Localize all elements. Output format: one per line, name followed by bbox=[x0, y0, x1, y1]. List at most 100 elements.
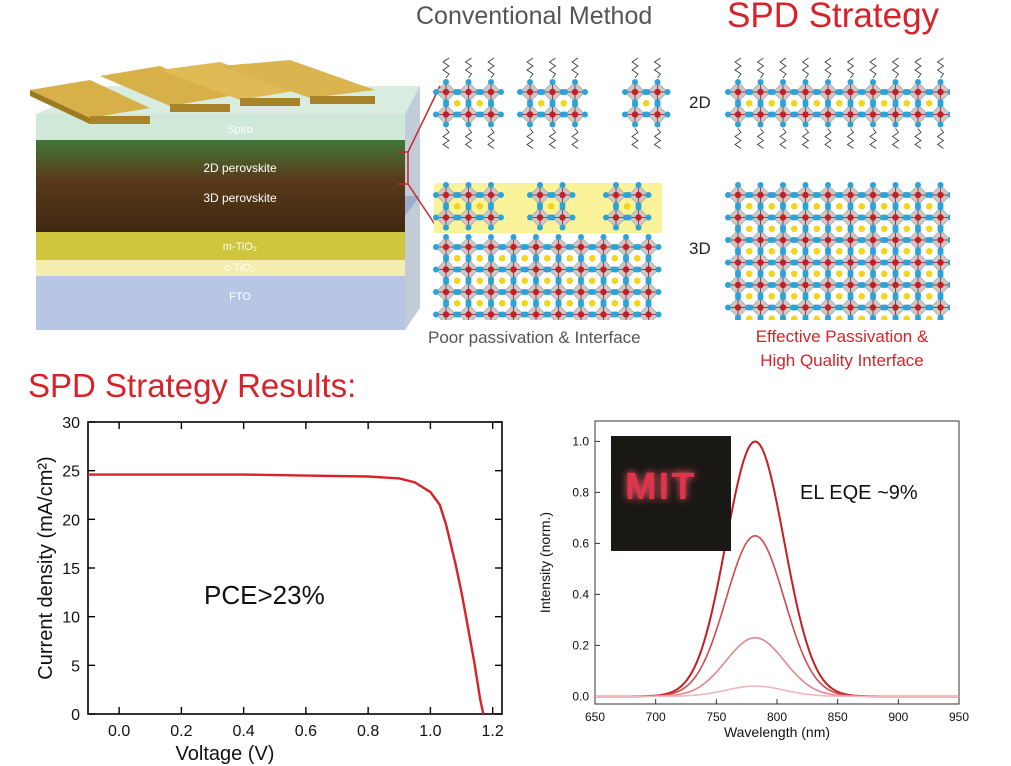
metal-atom bbox=[824, 281, 832, 289]
cation-atom bbox=[813, 270, 821, 278]
halide-atom bbox=[465, 204, 472, 211]
organic-ligand bbox=[824, 128, 832, 149]
halide-atom bbox=[802, 317, 809, 320]
halide-atom bbox=[569, 214, 576, 221]
metal-atom bbox=[532, 243, 540, 251]
metal-atom bbox=[757, 111, 764, 118]
halide-atom bbox=[622, 89, 628, 95]
x-tick-label: 0.6 bbox=[295, 723, 317, 740]
cation-atom bbox=[903, 99, 911, 107]
cation-atom bbox=[560, 99, 568, 107]
halide-atom bbox=[635, 289, 642, 295]
halide-atom bbox=[488, 121, 494, 128]
halide-atom bbox=[757, 121, 764, 128]
cation-atom bbox=[543, 299, 551, 307]
metal-atom bbox=[571, 111, 579, 118]
halide-atom bbox=[645, 234, 652, 240]
halide-atom bbox=[837, 192, 844, 198]
metal-atom bbox=[549, 88, 556, 96]
halide-atom bbox=[905, 237, 911, 243]
metal-atom bbox=[510, 288, 517, 296]
y-tick-label: 15 bbox=[62, 561, 80, 578]
metal-atom bbox=[635, 191, 642, 199]
metal-atom bbox=[510, 243, 517, 251]
metal-atom bbox=[734, 281, 742, 289]
halide-atom bbox=[465, 279, 472, 285]
cation-atom bbox=[521, 254, 529, 262]
metal-atom bbox=[536, 191, 544, 199]
halide-atom bbox=[757, 249, 764, 256]
halide-atom bbox=[892, 182, 899, 188]
halide-atom bbox=[780, 79, 786, 85]
halide-atom bbox=[802, 101, 809, 108]
halide-atom bbox=[465, 224, 472, 231]
metal-atom bbox=[442, 311, 450, 318]
metal-atom bbox=[526, 111, 534, 118]
halide-atom bbox=[735, 272, 741, 278]
halide-atom bbox=[539, 89, 546, 95]
metal-atom bbox=[622, 288, 630, 296]
cation-atom bbox=[642, 99, 650, 107]
metal-atom bbox=[869, 214, 877, 221]
halide-atom bbox=[549, 101, 556, 108]
halide-atom bbox=[947, 192, 950, 198]
metal-atom bbox=[779, 236, 787, 244]
organic-ligand bbox=[653, 57, 662, 79]
halide-atom bbox=[927, 192, 934, 198]
x-tick-label: 0.4 bbox=[233, 723, 255, 740]
halide-atom bbox=[569, 192, 576, 198]
halide-atom bbox=[825, 79, 831, 85]
crystal-structures bbox=[433, 57, 950, 320]
metal-atom bbox=[779, 111, 787, 118]
cation-atom bbox=[633, 254, 641, 262]
organic-ligand bbox=[914, 57, 922, 79]
halide-atom bbox=[870, 294, 876, 301]
metal-atom bbox=[914, 88, 922, 96]
halide-atom bbox=[443, 256, 449, 263]
cation-atom bbox=[768, 225, 776, 233]
organic-ligand bbox=[631, 128, 639, 149]
halide-atom bbox=[825, 249, 831, 256]
halide-atom bbox=[623, 234, 629, 240]
halide-atom bbox=[892, 204, 899, 211]
organic-ligand bbox=[801, 57, 810, 79]
halide-atom bbox=[870, 79, 876, 85]
halide-atom bbox=[927, 237, 934, 243]
halide-atom bbox=[465, 79, 472, 85]
halide-atom bbox=[433, 311, 439, 318]
metal-atom bbox=[824, 236, 832, 244]
organic-ligand bbox=[653, 128, 662, 149]
halide-atom bbox=[433, 214, 439, 221]
halide-atom bbox=[860, 111, 866, 118]
device-stack-illustration: Spiro 2D perovskite 3D perovskite m-TiO₂… bbox=[30, 60, 420, 330]
y-tick-label: 10 bbox=[62, 610, 80, 627]
halide-atom bbox=[433, 266, 439, 273]
metal-atom bbox=[779, 214, 787, 221]
halide-atom bbox=[847, 317, 854, 320]
halide-atom bbox=[860, 282, 866, 288]
m-tio2-front bbox=[36, 230, 405, 260]
cation-atom bbox=[858, 202, 866, 210]
cation-atom bbox=[476, 277, 484, 285]
halide-atom bbox=[600, 234, 607, 240]
y-axis-label: Current density (mA/cm²) bbox=[35, 456, 57, 679]
halide-atom bbox=[655, 311, 662, 318]
y-tick-label: 0.2 bbox=[572, 638, 589, 652]
cation-atom bbox=[790, 202, 798, 210]
halide-atom bbox=[892, 272, 899, 278]
halide-atom bbox=[860, 237, 866, 243]
halide-atom bbox=[882, 237, 889, 243]
spd-results-heading: SPD Strategy Results: bbox=[28, 367, 357, 404]
halide-atom bbox=[590, 244, 597, 250]
halide-atom bbox=[478, 266, 484, 273]
metal-atom bbox=[465, 288, 472, 296]
halide-atom bbox=[947, 237, 950, 243]
halide-atom bbox=[757, 272, 764, 278]
halide-atom bbox=[780, 101, 786, 108]
halide-atom bbox=[443, 182, 449, 188]
halide-atom bbox=[578, 234, 584, 240]
metal-atom bbox=[757, 191, 764, 199]
metal-atom bbox=[645, 243, 652, 251]
metal-atom bbox=[847, 281, 854, 289]
halide-atom bbox=[578, 301, 584, 308]
